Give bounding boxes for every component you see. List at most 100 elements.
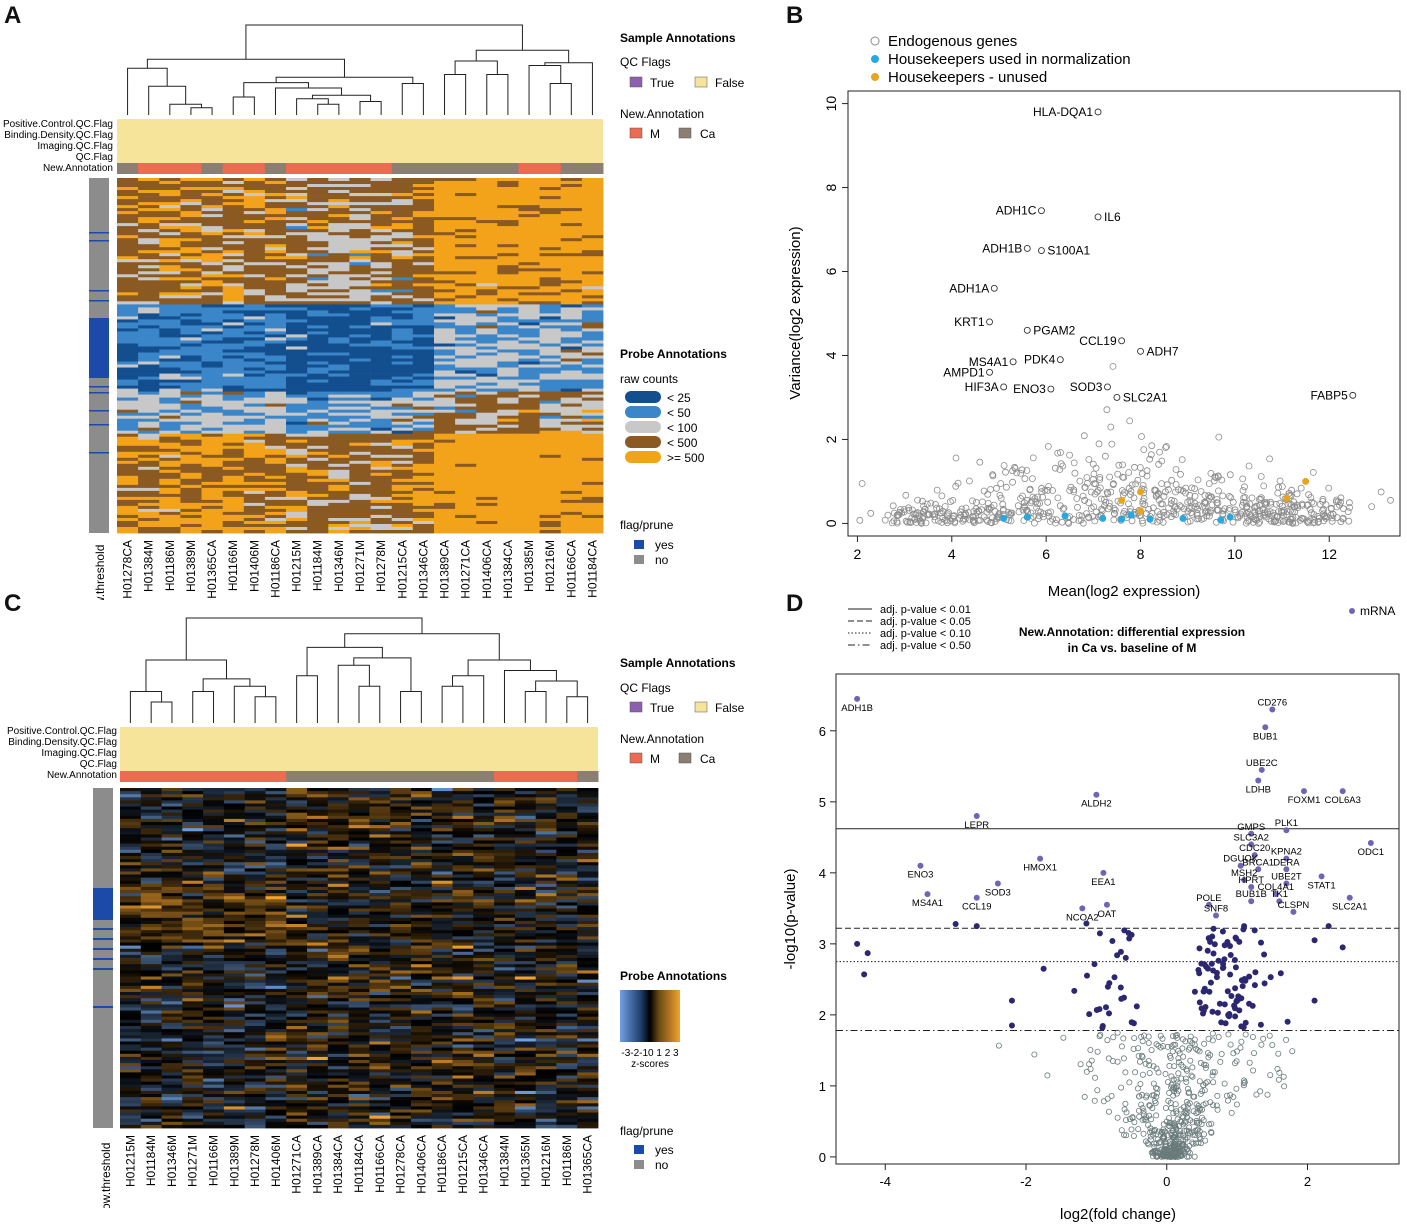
heatmap-cell [265, 856, 287, 860]
heatmap-cell [348, 1050, 370, 1055]
heatmap-cell [223, 840, 246, 844]
heatmap-cell [328, 268, 350, 272]
heatmap-cell [327, 846, 349, 851]
heatmap-cell [222, 394, 245, 398]
heatmap-cell [411, 951, 433, 956]
heatmap-cell [286, 403, 308, 407]
heatmap-cell [434, 268, 456, 272]
heatmap-cell [518, 451, 540, 456]
heatmap-cell [138, 421, 160, 426]
heatmap-cell [138, 334, 160, 338]
heatmap-cell [369, 995, 391, 999]
heatmap-cell [476, 391, 498, 395]
heatmap-cell [412, 292, 435, 296]
heatmap-cell [222, 524, 245, 528]
heatmap-cell [117, 352, 139, 356]
heatmap-cell [455, 211, 477, 215]
heatmap-cell [535, 948, 557, 953]
heatmap-cell [497, 187, 519, 191]
heatmap-cell [391, 316, 414, 320]
heatmap-cell [560, 505, 583, 510]
heatmap-cell [140, 902, 162, 906]
heatmap-cell [180, 415, 202, 420]
heatmap-cell [556, 998, 578, 1002]
annotation-cell [431, 771, 454, 782]
heatmap-cell [120, 874, 142, 878]
heatmap-cell [431, 1056, 453, 1061]
heatmap-cell [539, 187, 562, 191]
heatmap-cell [307, 1004, 329, 1008]
annotation-cell [307, 771, 329, 782]
heatmap-cell [264, 403, 287, 407]
heatmap-cell [120, 803, 142, 807]
heatmap-cell [349, 244, 371, 248]
heatmap-cell [411, 791, 433, 795]
heatmap-cell [223, 893, 246, 897]
heatmap-cell [120, 1016, 142, 1021]
heatmap-cell [159, 262, 181, 266]
heatmap-cell [180, 457, 202, 462]
heatmap-cell [138, 484, 160, 489]
heatmap-cell [265, 896, 287, 900]
heatmap-cell [138, 400, 160, 404]
heatmap-cell [391, 232, 414, 236]
heatmap-cell [560, 421, 583, 426]
heatmap-cell [369, 1041, 391, 1045]
heatmap-cell [370, 352, 393, 356]
heatmap-cell [577, 1047, 599, 1052]
heatmap-cell [222, 460, 245, 465]
heatmap-cell [180, 211, 202, 215]
row-label: Binding.Density.QC.Flag [8, 737, 117, 748]
heatmap-cell [159, 490, 181, 495]
heatmap-cell [431, 822, 453, 826]
heatmap-cell [390, 871, 412, 875]
heatmap-cell [497, 451, 519, 456]
dendrogram-branch [486, 74, 509, 115]
heatmap-cell [264, 457, 287, 462]
heatmap-cell [390, 995, 412, 999]
heatmap-cell [264, 271, 287, 275]
heatmap-cell [560, 448, 583, 453]
heatmap-cell [473, 985, 495, 990]
heatmap-cell [120, 788, 142, 792]
heatmap-cell [455, 478, 477, 483]
heatmap-cell [180, 277, 202, 281]
heatmap-cell [222, 463, 245, 468]
legend-item: < 100 [667, 421, 698, 435]
heatmap-cell [556, 1004, 578, 1008]
heatmap-cell [138, 244, 160, 248]
heatmap-cell [222, 451, 245, 456]
heatmap-cell [307, 942, 329, 946]
heatmap-cell [412, 211, 435, 215]
heatmap-cell [244, 973, 266, 977]
heatmap-cell [391, 400, 414, 404]
heatmap-cell [581, 223, 604, 227]
heatmap-cell [476, 271, 498, 275]
heatmap-cell [476, 524, 498, 528]
heatmap-cell [117, 361, 139, 365]
heatmap-cell [370, 367, 393, 371]
heatmap-cell [117, 394, 139, 398]
heatmap-cell [244, 951, 266, 956]
heatmap-cell [307, 958, 329, 962]
heatmap-cell [327, 979, 349, 984]
heatmap-cell [369, 945, 391, 950]
heatmap-cell [348, 933, 370, 937]
dendrogram-branch [150, 701, 173, 723]
heatmap-cell [348, 967, 370, 971]
heatmap-cell [327, 865, 349, 869]
heatmap-cell [434, 334, 456, 338]
heatmap-cell [201, 319, 223, 323]
heatmap-cell [180, 448, 202, 453]
heatmap-cell [556, 1013, 578, 1018]
heatmap-cell [117, 307, 139, 311]
heatmap-cell [327, 976, 349, 980]
heatmap-cell [560, 530, 583, 534]
heatmap-cell [117, 310, 139, 314]
heatmap-cell [265, 1026, 287, 1030]
heatmap-cell [369, 880, 391, 885]
heatmap-cell [203, 893, 225, 897]
heatmap-cell [431, 930, 453, 934]
heatmap-cell [180, 496, 202, 501]
heatmap-cell [120, 920, 142, 925]
